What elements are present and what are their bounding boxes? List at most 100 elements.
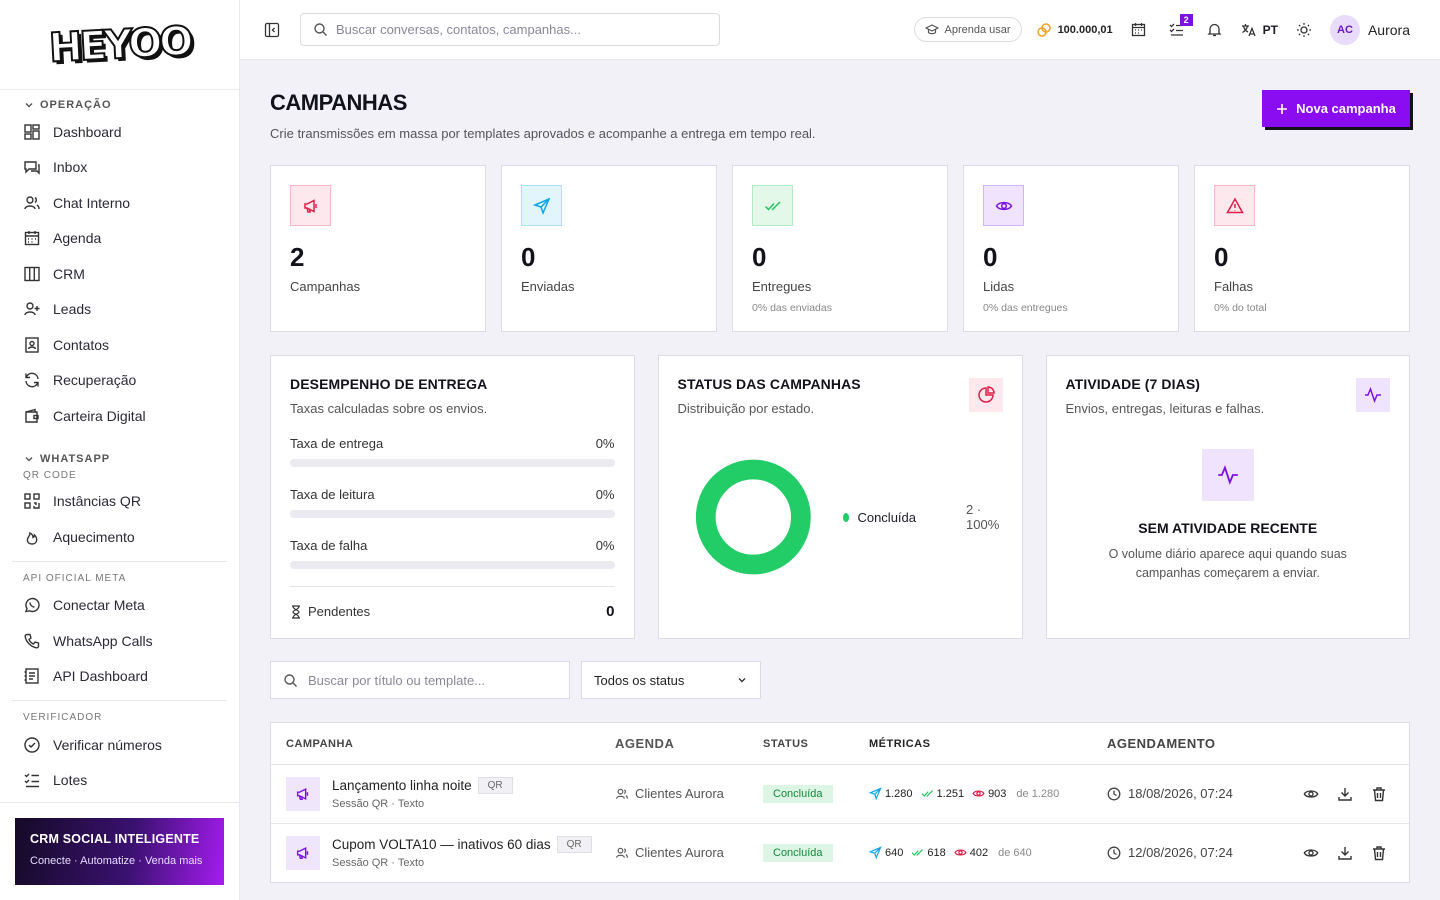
sidebar-item-whatsapp-calls[interactable]: WhatsApp Calls: [12, 623, 227, 659]
tasks-badge: 2: [1179, 13, 1193, 26]
campaign-search-placeholder: Buscar por título ou template...: [308, 672, 486, 688]
empty-title: SEM ATIVIDADE RECENTE: [1138, 520, 1318, 536]
eye-icon[interactable]: [1303, 786, 1319, 802]
agenda-cell: Clientes Aurora: [615, 845, 763, 860]
panel-subtitle: Distribuição por estado.: [677, 401, 815, 416]
activity-panel: ATIVIDADE (7 DIAS) Envios, entregas, lei…: [1045, 355, 1410, 639]
campaign-status-panel: STATUS DAS CAMPANHAS Distribuição por es…: [657, 355, 1023, 639]
download-icon[interactable]: [1337, 845, 1353, 861]
theme-toggle[interactable]: [1292, 18, 1316, 42]
panel-subtitle: Envios, entregas, leituras e falhas.: [1065, 401, 1265, 416]
campaign-name[interactable]: Lançamento linha noite: [332, 778, 472, 794]
sidebar-nav: OPERAÇÃO Dashboard Inbox Chat Interno Ag…: [0, 90, 239, 798]
sidebar-item-crm[interactable]: CRM: [12, 256, 227, 292]
trash-icon[interactable]: [1371, 786, 1387, 802]
stat-label: Falhas: [1214, 279, 1254, 294]
plus-icon: [1277, 103, 1288, 114]
send-icon: [869, 787, 882, 801]
stat-icon-box: [752, 185, 793, 226]
global-search-input[interactable]: Buscar conversas, contatos, campanhas...: [300, 13, 720, 46]
sidebar-item-label: Lotes: [53, 772, 88, 789]
campaign-name[interactable]: Cupom VOLTA10 — inativos 60 dias: [332, 837, 551, 853]
language-selector[interactable]: PT: [1241, 23, 1278, 37]
promo-banner[interactable]: CRM SOCIAL INTELIGENTE Conecte · Automat…: [15, 818, 224, 885]
sidebar-item-dashboard[interactable]: Dashboard: [12, 114, 227, 150]
user-name: Aurora: [1367, 21, 1410, 38]
megaphone-icon: [296, 846, 309, 859]
col-agendamento: AGENDAMENTO: [1107, 736, 1216, 751]
tasks-button[interactable]: 2: [1165, 13, 1193, 42]
promo-subtitle: Conecte · Automatize · Venda mais: [30, 855, 203, 867]
sidebar-item-api-dashboard[interactable]: API Dashboard: [12, 659, 227, 695]
new-campaign-button[interactable]: Nova campanha: [1262, 90, 1410, 127]
sidebar-item-label: Inbox: [53, 159, 88, 176]
stat-icon-box: [1214, 185, 1255, 226]
status-cell: Concluída: [763, 784, 869, 804]
megaphone-icon: [303, 198, 317, 213]
rate-bar: [290, 561, 615, 569]
chevron-down-icon: [25, 103, 33, 108]
pie-chart-icon: [977, 386, 995, 403]
sidebar-item-lotes[interactable]: Lotes: [12, 763, 227, 799]
stat-hint: 0% das entregues: [983, 302, 1068, 314]
section-whatsapp[interactable]: WHATSAPP: [12, 448, 227, 468]
sidebar-item-chat-interno[interactable]: Chat Interno: [12, 185, 227, 221]
campaign-cell: Cupom VOLTA10 — inativos 60 dias QR Sessã…: [271, 835, 615, 870]
rate-bar: [290, 459, 615, 467]
sidebar-item-instancias-qr[interactable]: Instâncias QR: [12, 484, 227, 520]
sidebar-item-verificar-numeros[interactable]: Verificar números: [12, 727, 227, 763]
eye-icon[interactable]: [1303, 845, 1319, 861]
sidebar-item-conectar-meta[interactable]: Conectar Meta: [12, 588, 227, 624]
logo[interactable]: HEYOO: [47, 17, 193, 72]
wallet-icon: [25, 408, 39, 423]
rate-falha: Taxa de falha 0%: [290, 538, 615, 569]
sidebar-item-leads[interactable]: Leads: [12, 292, 227, 328]
page-subtitle: Crie transmissões em massa por templates…: [270, 126, 816, 141]
download-icon[interactable]: [1337, 786, 1353, 802]
sidebar-toggle-icon[interactable]: [264, 22, 280, 38]
sidebar-item-contatos[interactable]: Contatos: [12, 327, 227, 363]
metric-read: 903: [988, 787, 1007, 800]
dashboard-icon: [24, 124, 40, 140]
legend-dot: [843, 512, 850, 522]
table-row[interactable]: Cupom VOLTA10 — inativos 60 dias QR Sessã…: [271, 824, 1409, 883]
eye-icon: [995, 201, 1012, 210]
calendar-button[interactable]: [1127, 18, 1151, 42]
filters-row: Buscar por título ou template... Todos o…: [270, 661, 1410, 699]
list-checks-icon: [1169, 23, 1184, 36]
learn-button[interactable]: Aprenda usar: [913, 17, 1022, 42]
donut-legend: Concluída 2 · 100%: [843, 502, 1002, 532]
sidebar-item-agenda[interactable]: Agenda: [12, 221, 227, 257]
sidebar-item-aquecimento[interactable]: Aquecimento: [12, 519, 227, 555]
sidebar-item-recuperacao[interactable]: Recuperação: [12, 363, 227, 399]
metric-total: de 1.280: [1016, 787, 1060, 800]
stats-row: 2 Campanhas 0 Enviadas 0: [270, 165, 1410, 332]
notifications-button[interactable]: [1203, 18, 1227, 42]
sidebar-item-carteira[interactable]: Carteira Digital: [12, 398, 227, 434]
logo-area: HEYOO: [0, 0, 239, 90]
search-icon: [314, 23, 327, 36]
campaign-search-input[interactable]: Buscar por título ou template...: [270, 661, 570, 699]
sidebar-item-label: Leads: [53, 301, 92, 318]
section-operacao[interactable]: OPERAÇÃO: [12, 94, 227, 114]
topbar-actions: Aprenda usar 100.000,01 2: [913, 13, 1410, 45]
delivery-performance-panel: DESEMPENHO DE ENTREGA Taxas calculadas s…: [270, 355, 635, 639]
rate-entrega: Taxa de entrega 0%: [290, 436, 615, 467]
stat-card-lidas: 0 Lidas 0% das entregues: [963, 165, 1179, 332]
status-filter-select[interactable]: Todos os status: [581, 661, 761, 699]
table-row[interactable]: Lançamento linha noite QR Sessão QR · Tex…: [271, 765, 1409, 824]
schedule-cell: 18/08/2026, 07:24: [1107, 786, 1287, 801]
sidebar-item-label: Conectar Meta: [53, 597, 145, 614]
graduation-cap-icon: [924, 23, 939, 34]
trash-icon[interactable]: [1371, 845, 1387, 861]
user-menu[interactable]: AC Aurora: [1329, 14, 1410, 45]
status-cell: Concluída: [763, 843, 869, 863]
coins-balance[interactable]: 100.000,01: [1036, 22, 1113, 38]
users-icon: [615, 788, 629, 799]
legend-value: 2 · 100%: [966, 502, 1000, 532]
col-agenda: AGENDA: [615, 736, 675, 751]
sidebar-item-inbox[interactable]: Inbox: [12, 150, 227, 186]
search-icon: [284, 673, 297, 687]
stat-label: Lidas: [983, 279, 1015, 294]
campaign-icon-box: [286, 835, 320, 870]
